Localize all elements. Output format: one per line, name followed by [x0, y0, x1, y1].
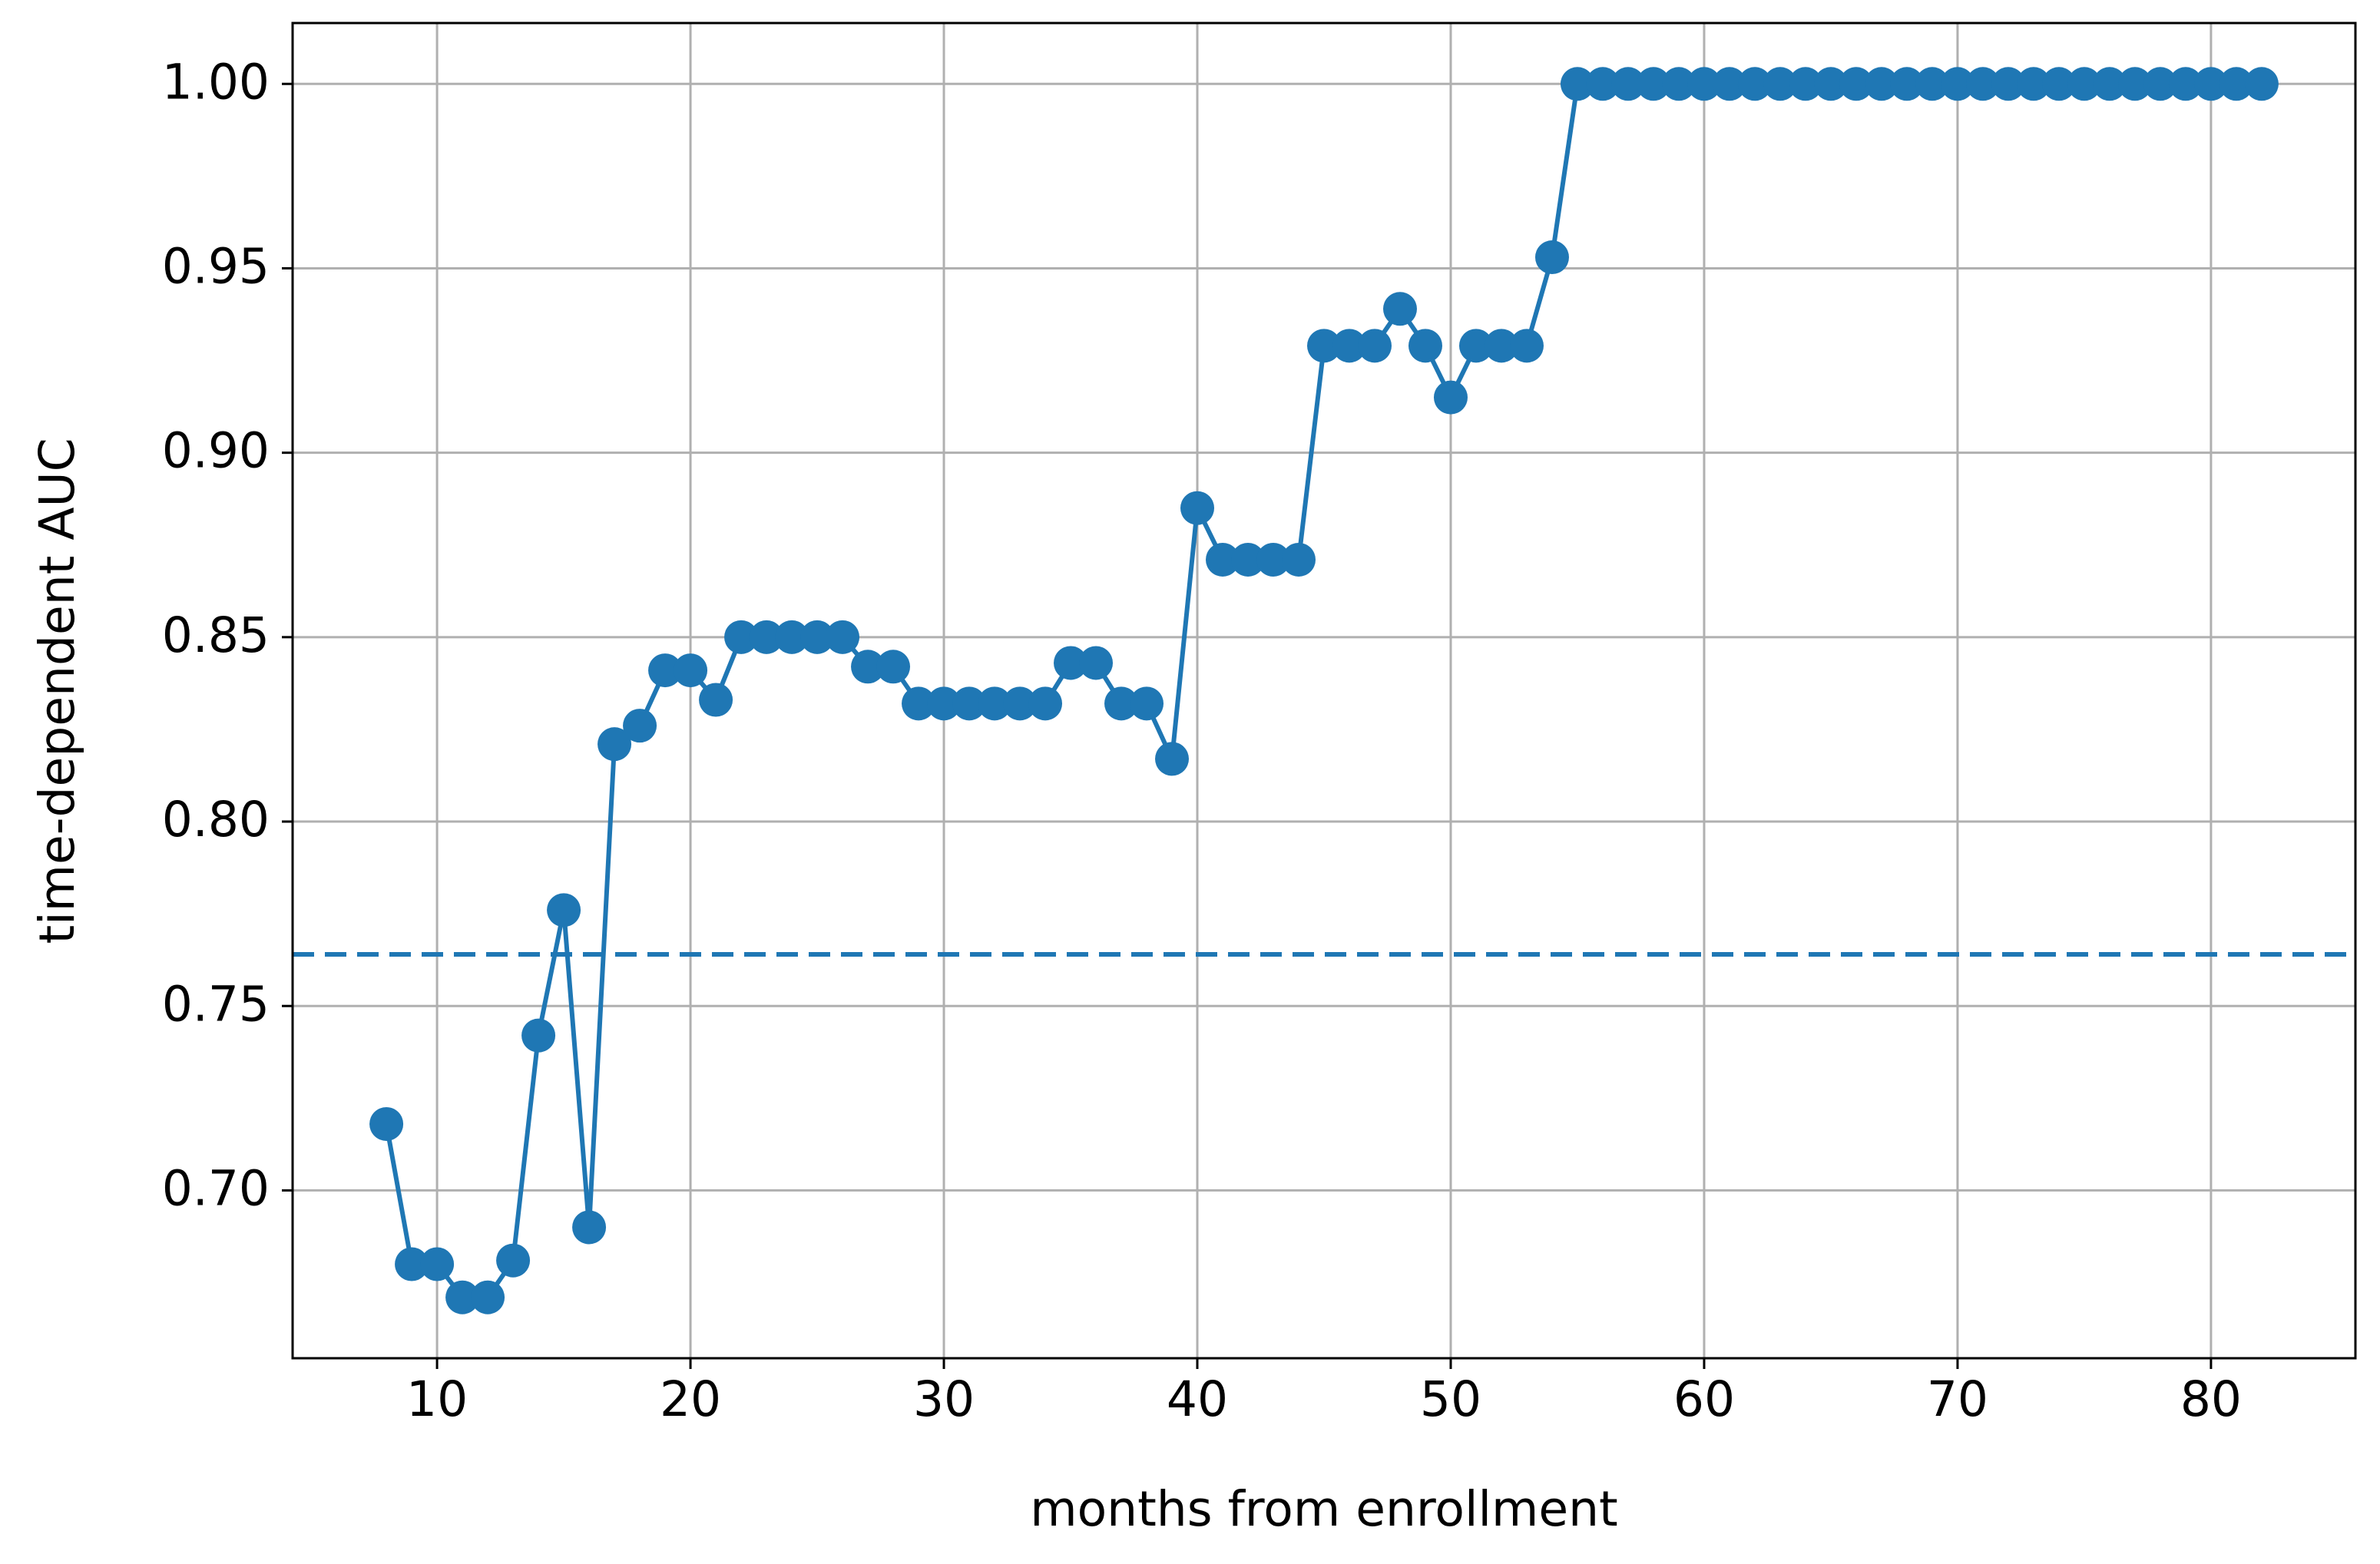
data-point [1155, 742, 1190, 776]
data-point [1813, 67, 1848, 101]
x-tick-label: 30 [913, 1371, 975, 1427]
data-point [2143, 67, 2177, 101]
y-tick-label: 0.70 [162, 1161, 270, 1217]
data-point [1712, 67, 1746, 101]
data-point [699, 683, 733, 717]
x-tick-label: 50 [1420, 1371, 1481, 1427]
data-point [1357, 329, 1392, 363]
data-point [648, 653, 683, 688]
series-line [384, 81, 2262, 1300]
data-point [420, 1247, 455, 1281]
data-point [1003, 686, 1038, 721]
data-point [927, 686, 962, 721]
y-tick-label: 0.80 [162, 792, 270, 848]
x-axis-label: months from enrollment [1030, 1481, 1617, 1537]
data-point [1231, 542, 1266, 577]
data-point [1534, 240, 1569, 275]
data-point [2092, 67, 2127, 101]
data-point [952, 686, 987, 721]
data-point [1307, 329, 1341, 363]
data-point [597, 727, 632, 762]
data-point [1889, 67, 1924, 101]
data-point [1180, 491, 1215, 525]
data-point [1332, 329, 1366, 363]
data-point [1433, 380, 1468, 415]
data-point [1585, 67, 1620, 101]
data-point [800, 620, 835, 654]
data-point [547, 893, 581, 927]
y-tick-label: 0.75 [162, 976, 270, 1032]
data-point [876, 650, 911, 684]
data-point [1484, 329, 1518, 363]
data-point [2193, 67, 2228, 101]
data-point [1282, 542, 1316, 577]
data-point [1661, 67, 1696, 101]
x-tick-label: 80 [2180, 1371, 2242, 1427]
axes-frame [291, 21, 2357, 1360]
data-point [826, 620, 860, 654]
data-point [1839, 67, 1873, 101]
data-point [1915, 67, 1949, 101]
data-point [445, 1280, 480, 1314]
x-tick-label: 40 [1167, 1371, 1228, 1427]
data-point [1382, 292, 1417, 326]
data-point [2016, 67, 2051, 101]
data-point [1256, 542, 1291, 577]
data-point [1940, 67, 1975, 101]
x-tick-label: 10 [406, 1371, 468, 1427]
data-point [572, 1210, 607, 1245]
data-point [496, 1243, 531, 1278]
data-point [521, 1018, 556, 1053]
data-point [1104, 686, 1139, 721]
x-tick-label: 70 [1927, 1371, 1988, 1427]
data-point [674, 653, 708, 688]
data-point [1991, 67, 2025, 101]
data-point [775, 620, 809, 654]
y-tick-label: 0.95 [162, 239, 270, 295]
y-tick-label: 1.00 [162, 54, 270, 110]
data-point [2219, 67, 2253, 101]
data-point [1054, 646, 1088, 680]
data-point [724, 620, 759, 654]
data-point [851, 650, 885, 684]
y-tick-label: 0.85 [162, 607, 270, 663]
data-point [1636, 67, 1670, 101]
data-point [1687, 67, 1721, 101]
data-point [2067, 67, 2101, 101]
data-point [2117, 67, 2152, 101]
data-point [1509, 329, 1544, 363]
data-point [369, 1106, 404, 1141]
x-tick-label: 20 [660, 1371, 721, 1427]
data-point [1130, 686, 1164, 721]
data-point [2244, 67, 2279, 101]
data-point [1206, 542, 1240, 577]
data-point [395, 1247, 429, 1281]
data-point [623, 709, 657, 743]
data-point [471, 1280, 505, 1314]
data-point [1965, 67, 2000, 101]
data-point [1560, 67, 1594, 101]
x-tick-label: 60 [1673, 1371, 1735, 1427]
data-point [1408, 329, 1442, 363]
data-point [750, 620, 784, 654]
data-point [978, 686, 1012, 721]
data-point [1788, 67, 1822, 101]
y-axis-label: time-dependent AUC [29, 438, 85, 944]
data-point [1864, 67, 1898, 101]
data-point [1737, 67, 1772, 101]
data-point [1028, 686, 1063, 721]
data-point [902, 686, 936, 721]
data-point [1458, 329, 1493, 363]
y-tick-label: 0.90 [162, 423, 270, 479]
data-point [1079, 646, 1114, 680]
data-point [2168, 67, 2203, 101]
data-point [2041, 67, 2076, 101]
data-point [1763, 67, 1797, 101]
data-point [1610, 67, 1645, 101]
